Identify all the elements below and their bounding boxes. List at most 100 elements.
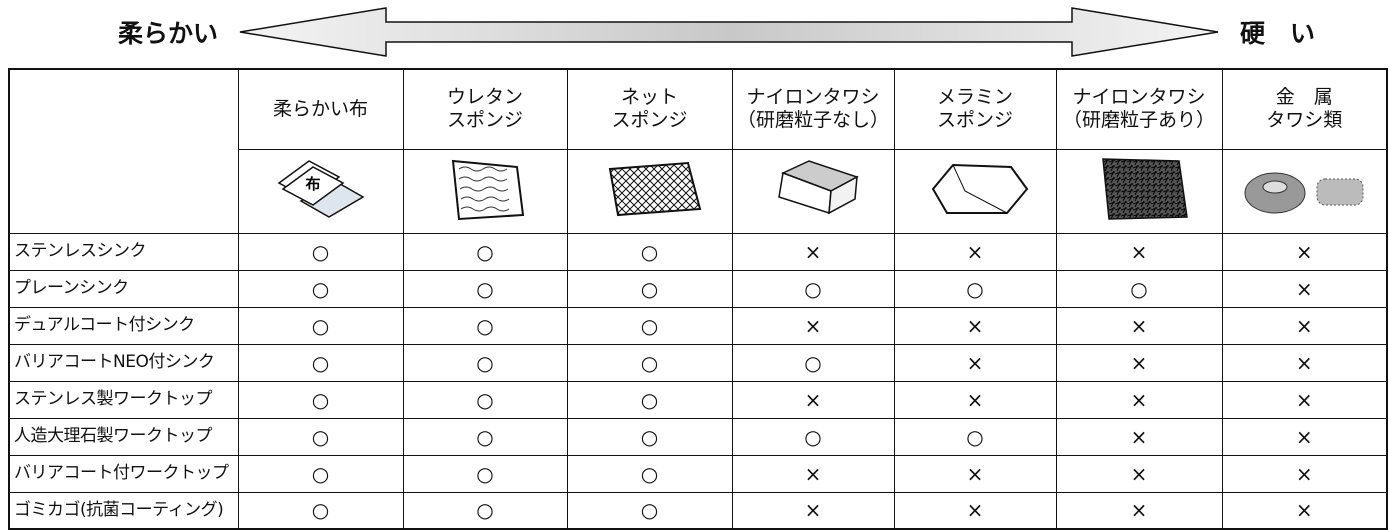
column-header: ナイロンタワシ （研磨粒子なし） — [731, 68, 895, 150]
icon-shape — [931, 164, 1029, 215]
mark-cell: × — [1221, 306, 1388, 345]
mark-cell: × — [731, 306, 895, 345]
row-label: 人造大理石製ワークトップ — [8, 417, 239, 456]
icon — [608, 162, 701, 217]
mark-cell: ○ — [731, 417, 895, 456]
icon-shape — [451, 159, 525, 221]
mark-cell: ○ — [566, 232, 733, 271]
header-line: ネット — [620, 86, 678, 109]
icon-cell — [1221, 148, 1388, 234]
mark-cell: ○ — [566, 491, 733, 530]
mark-cell: × — [893, 380, 1057, 419]
row-label: デュアルコート付シンク — [8, 306, 239, 345]
column-header: メラミン スポンジ — [893, 68, 1057, 150]
icon: 布 — [277, 160, 364, 218]
header-row: 柔らかい布 ウレタン スポンジ ネット スポンジ ナイロンタワシ （研磨粒子なし） メラミンス… — [8, 68, 1388, 234]
mark-cell: ○ — [237, 491, 404, 530]
header-line: タワシ類 — [1266, 109, 1343, 132]
header-line: 柔らかい布 — [272, 97, 368, 120]
mark-cell: ○ — [1055, 269, 1223, 308]
icon — [778, 160, 859, 215]
mark-cell: ○ — [566, 343, 733, 382]
mark-cell: ○ — [402, 306, 568, 345]
icon-shape — [281, 166, 344, 206]
mark-cell: × — [1221, 343, 1388, 382]
mark-cell: × — [1221, 491, 1388, 530]
corner-cell — [8, 68, 239, 234]
mark-cell: ○ — [402, 343, 568, 382]
header-line: スポンジ — [936, 109, 1013, 132]
mark-cell: × — [1221, 269, 1388, 308]
icon-cell: 布 — [237, 148, 404, 234]
data-row: ゴミカゴ(抗菌コーティング) ○ ○ ○ × × × × — [8, 491, 1388, 530]
mark-cell: × — [893, 232, 1057, 271]
mark-cell: ○ — [237, 380, 404, 419]
mark-cell: ○ — [566, 306, 733, 345]
icon-shape — [1262, 180, 1288, 194]
icon-shape — [458, 166, 510, 212]
mark-cell: × — [1055, 343, 1223, 382]
header-line: （研磨粒子あり） — [1062, 109, 1215, 132]
mark-cell: × — [1055, 232, 1223, 271]
icon — [1102, 158, 1188, 220]
row-label: ゴミカゴ(抗菌コーティング) — [8, 491, 239, 530]
mark-cell: ○ — [566, 417, 733, 456]
icon-cell — [731, 148, 895, 234]
icon — [931, 164, 1029, 215]
icon — [1244, 172, 1364, 214]
icon-shape — [608, 162, 701, 217]
mark-cell: × — [731, 491, 895, 530]
data-row: ステンレス製ワークトップ ○ ○ ○ × × × × — [8, 380, 1388, 419]
mark-cell: × — [1055, 454, 1223, 493]
row-label: バリアコート付ワークトップ — [8, 454, 239, 493]
column-header: ネット スポンジ — [566, 68, 733, 150]
mark-cell: × — [1055, 491, 1223, 530]
hard-label: 硬 い — [1240, 19, 1316, 48]
mark-cell: ○ — [731, 343, 895, 382]
mark-cell: ○ — [237, 343, 404, 382]
mark-cell: × — [1055, 306, 1223, 345]
mark-cell: × — [731, 380, 895, 419]
mark-cell: × — [731, 454, 895, 493]
mark-cell: ○ — [566, 380, 733, 419]
data-row: デュアルコート付シンク ○ ○ ○ × × × × — [8, 306, 1388, 345]
compatibility-table: 柔らかい布 ウレタン スポンジ ネット スポンジ ナイロンタワシ （研磨粒子なし） メラミンス… — [8, 68, 1388, 530]
mark-cell: × — [893, 306, 1057, 345]
mark-cell: ○ — [237, 232, 404, 271]
header-line: スポンジ — [611, 109, 688, 132]
mark-cell: ○ — [566, 269, 733, 308]
row-label: ステンレスシンク — [8, 232, 239, 271]
column-header: ウレタン スポンジ — [402, 68, 568, 150]
header-line: ナイロンタワシ — [1072, 86, 1206, 109]
data-row: 人造大理石製ワークトップ ○ ○ ○ ○ ○ × × — [8, 417, 1388, 456]
scale-arrow — [239, 7, 1219, 57]
mark-cell: × — [731, 232, 895, 271]
mark-cell: ○ — [237, 269, 404, 308]
data-row: プレーンシンク ○ ○ ○ ○ ○ ○ × — [8, 269, 1388, 308]
header-line: メラミン — [936, 86, 1013, 109]
column-header: 柔らかい布 — [237, 68, 404, 150]
mark-cell: ○ — [402, 454, 568, 493]
mark-cell: × — [893, 454, 1057, 493]
icon-shape — [1102, 158, 1188, 220]
mark-cell: × — [1221, 232, 1388, 271]
soft-label: 柔らかい — [118, 19, 219, 48]
mark-cell: ○ — [566, 454, 733, 493]
mark-cell: ○ — [237, 454, 404, 493]
mark-cell: ○ — [731, 269, 895, 308]
mark-cell: × — [1221, 454, 1388, 493]
data-row: バリアコート付ワークトップ ○ ○ ○ × × × × — [8, 454, 1388, 493]
icon-shape — [952, 164, 1008, 214]
icon-cell — [402, 148, 568, 234]
data-row: バリアコートNEO付シンク ○ ○ ○ ○ × × × — [8, 343, 1388, 382]
header-line: スポンジ — [446, 109, 523, 132]
mark-cell: × — [893, 343, 1057, 382]
mark-cell: × — [1055, 417, 1223, 456]
header-line: （研磨粒子なし） — [736, 109, 889, 132]
mark-cell: ○ — [893, 269, 1057, 308]
mark-cell: × — [1221, 417, 1388, 456]
mark-cell: ○ — [402, 380, 568, 419]
column-header: ナイロンタワシ （研磨粒子あり） — [1055, 68, 1223, 150]
